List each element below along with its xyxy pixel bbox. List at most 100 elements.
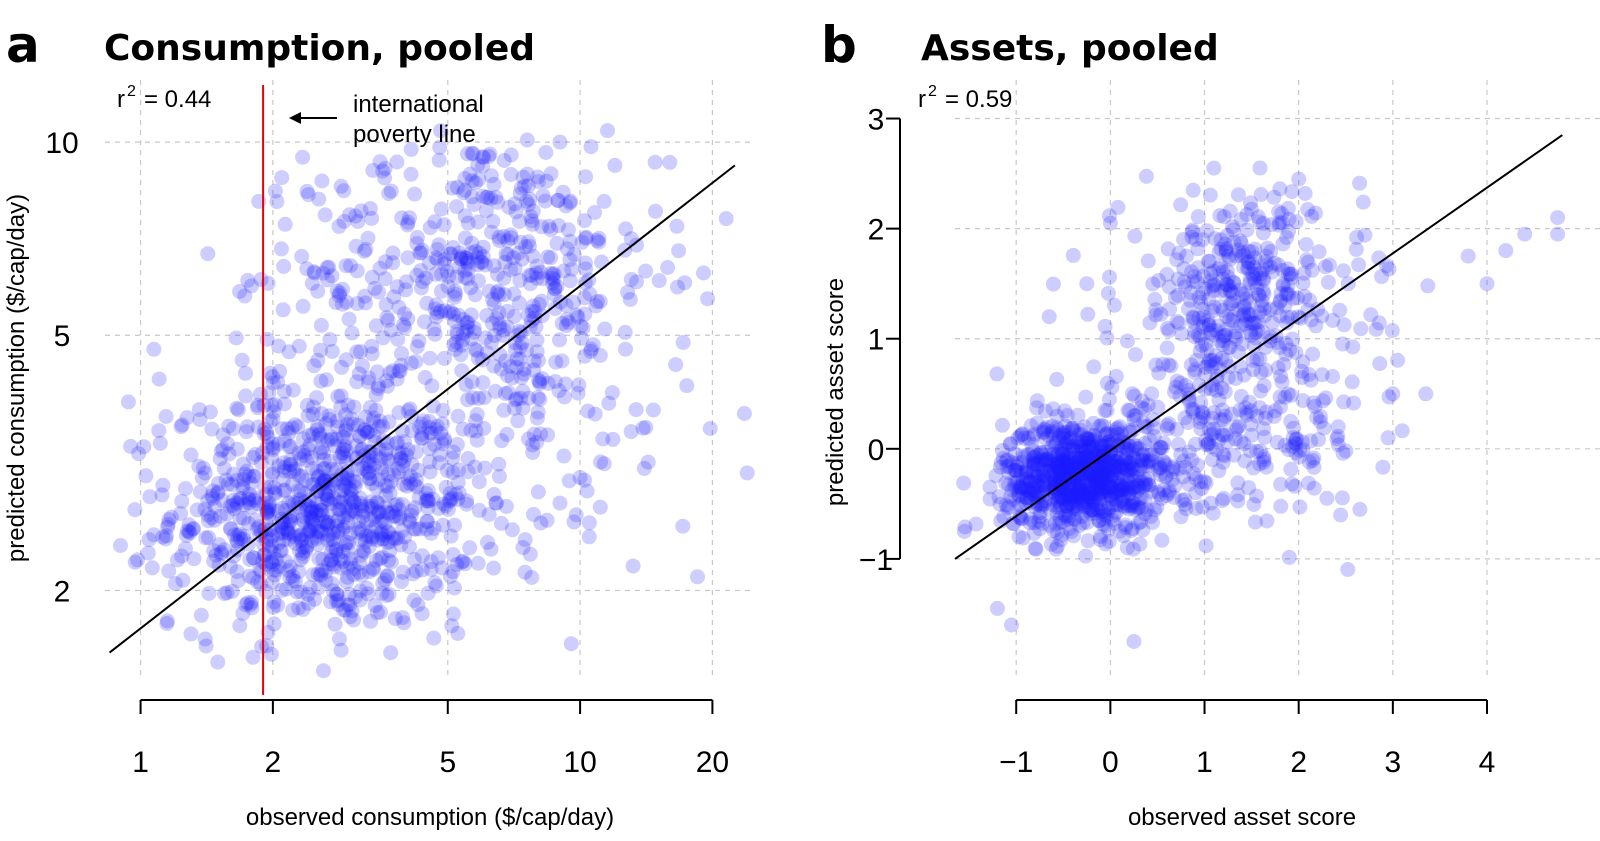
data-point <box>474 254 490 270</box>
data-point <box>486 258 502 274</box>
data-point <box>455 421 471 437</box>
data-point <box>315 461 331 477</box>
data-point <box>1375 459 1391 475</box>
data-point <box>379 310 395 326</box>
x-tick-label: 2 <box>265 746 282 779</box>
data-point <box>476 420 492 436</box>
data-point <box>337 519 353 535</box>
data-point <box>509 391 525 407</box>
data-point <box>261 495 277 511</box>
data-point <box>1145 276 1161 292</box>
data-point <box>361 471 377 487</box>
data-point <box>1141 452 1157 468</box>
data-point <box>718 211 734 227</box>
data-point <box>390 331 406 347</box>
data-point <box>236 471 252 487</box>
data-point <box>300 187 316 203</box>
data-point <box>226 501 242 517</box>
data-point <box>183 626 199 642</box>
data-point <box>451 462 466 478</box>
data-point <box>241 516 257 531</box>
data-point <box>340 515 356 531</box>
data-point <box>328 294 344 310</box>
data-point <box>478 203 494 219</box>
data-point <box>278 553 294 569</box>
data-point <box>517 532 533 548</box>
data-point <box>395 610 411 626</box>
data-point <box>1215 302 1231 318</box>
data-point <box>1064 496 1080 512</box>
data-point <box>391 299 407 315</box>
data-point <box>957 519 973 535</box>
data-point <box>1103 479 1118 495</box>
data-point <box>354 523 369 539</box>
data-point <box>360 465 376 481</box>
data-point <box>291 500 307 515</box>
data-point <box>338 407 353 423</box>
data-point <box>265 375 281 391</box>
data-point <box>442 485 458 501</box>
data-point <box>1073 439 1089 455</box>
data-point <box>483 191 499 206</box>
data-point <box>486 487 502 502</box>
data-point <box>320 532 336 548</box>
data-point <box>1288 445 1304 461</box>
data-point <box>1283 266 1299 282</box>
data-point <box>380 534 396 550</box>
data-point <box>454 554 470 570</box>
data-point <box>367 457 382 473</box>
data-point <box>291 564 307 580</box>
panel-a-x-label: observed consumption ($/cap/day) <box>246 804 614 831</box>
data-point <box>486 176 502 192</box>
data-point <box>283 456 299 472</box>
data-point <box>308 505 324 521</box>
data-point <box>294 527 310 543</box>
data-point <box>225 497 240 513</box>
data-point <box>403 468 418 484</box>
data-point <box>1046 523 1062 539</box>
data-point <box>1013 480 1029 496</box>
data-point <box>352 555 367 571</box>
data-point <box>266 545 282 561</box>
data-point <box>433 303 448 319</box>
data-point <box>1112 458 1128 474</box>
data-point <box>1059 456 1075 472</box>
data-point <box>224 583 240 599</box>
data-point <box>1117 460 1133 476</box>
y-tick-label: 0 <box>868 434 885 467</box>
data-point <box>198 530 214 546</box>
data-point <box>1105 472 1121 488</box>
data-point <box>359 515 374 530</box>
data-point <box>378 254 393 270</box>
data-point <box>1106 454 1122 470</box>
data-point <box>274 525 290 541</box>
data-point <box>360 230 376 246</box>
data-point <box>471 502 487 518</box>
data-point <box>382 534 398 550</box>
data-point <box>1117 499 1132 515</box>
y-tick-label: −1 <box>859 544 893 577</box>
data-point <box>1004 617 1019 633</box>
data-point <box>329 518 345 534</box>
data-point <box>552 332 567 348</box>
data-point <box>409 230 425 245</box>
data-point <box>988 468 1004 484</box>
data-point <box>390 530 406 546</box>
data-point <box>419 491 435 507</box>
data-point <box>344 491 359 507</box>
data-point <box>1100 480 1116 496</box>
data-point <box>214 492 230 508</box>
data-point <box>353 532 369 548</box>
data-point <box>389 279 405 295</box>
data-point <box>629 274 644 290</box>
data-point <box>1020 430 1036 446</box>
data-point <box>600 123 615 139</box>
data-point <box>1099 457 1115 473</box>
data-point <box>333 483 349 499</box>
data-point <box>1155 482 1171 498</box>
data-point <box>381 505 397 521</box>
data-point <box>448 487 464 502</box>
data-point <box>266 480 282 496</box>
data-point <box>471 245 487 261</box>
data-point <box>1161 416 1177 432</box>
